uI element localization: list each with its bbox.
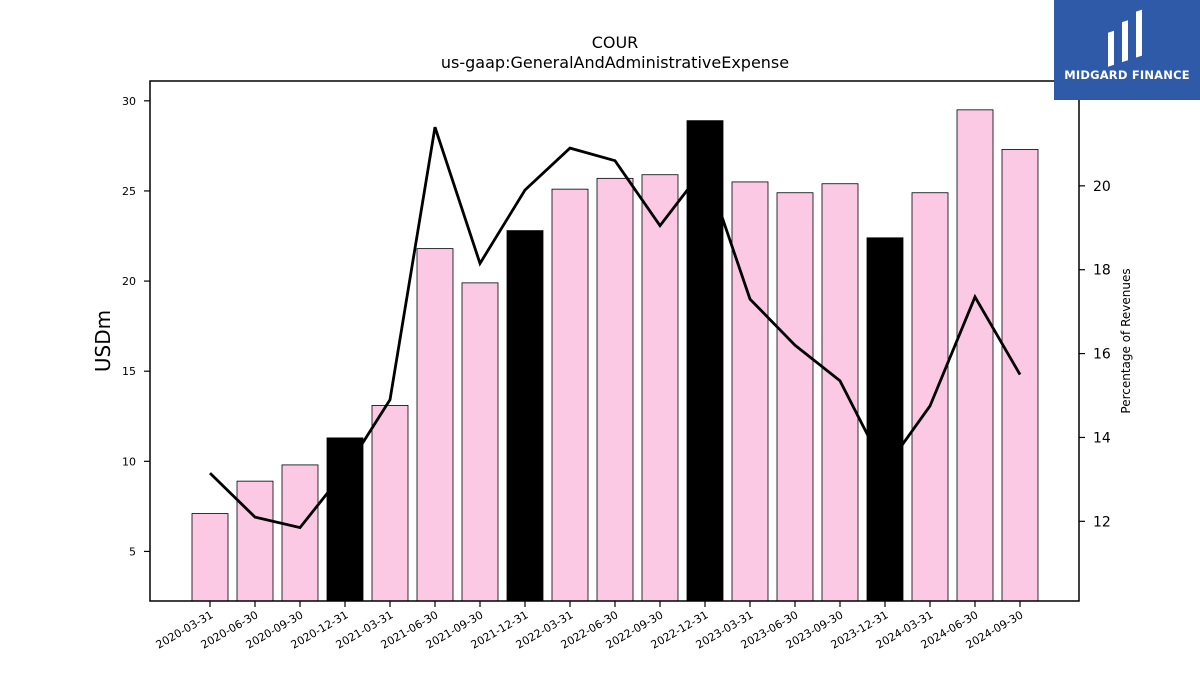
percentage-line [209, 126, 1022, 530]
bars-layer [191, 109, 1039, 602]
bar-2021-09-30 [461, 282, 499, 602]
bar-2021-03-31 [371, 405, 409, 602]
x-axis: 2020-03-312020-06-302020-09-302020-12-31… [154, 601, 1026, 652]
bar-2020-03-31 [191, 513, 229, 602]
y-axis: 5 10 15 20 25 30 [122, 95, 150, 558]
bar-2021-06-30 [416, 248, 454, 602]
y2-tick-label: 18 [1093, 263, 1111, 279]
bar-2024-03-31 [911, 192, 949, 602]
y2-tick-label: 16 [1093, 347, 1111, 363]
bar-2024-06-30 [956, 109, 994, 602]
bar-2022-12-31 [686, 120, 724, 602]
chart-subtitle: us-gaap:GeneralAndAdministrativeExpense [441, 53, 789, 72]
line-layer [209, 126, 1022, 530]
bar-2022-09-30 [641, 174, 679, 602]
y2-tick-label: 12 [1093, 514, 1111, 530]
y-tick-label: 25 [122, 185, 136, 198]
chart-title: COUR [592, 33, 639, 52]
y2-tick-label: 14 [1093, 430, 1111, 446]
y2-axis-label: Percentage of Revenues [1119, 268, 1133, 413]
bar-2023-12-31 [866, 237, 904, 602]
brand-logo: MIDGARD FINANCE [1054, 0, 1200, 100]
midgard-logo-icon [1108, 9, 1142, 67]
brand-name: MIDGARD FINANCE [1064, 68, 1190, 82]
bar-2023-03-31 [731, 181, 769, 602]
bar-2020-09-30 [281, 464, 319, 602]
y-tick-label: 5 [129, 545, 136, 558]
y-tick-label: 10 [122, 455, 136, 468]
y2-axis: 12 14 16 18 20 [1079, 179, 1111, 530]
y-tick-label: 15 [122, 365, 136, 378]
bar-2021-12-31 [506, 230, 544, 602]
bar-2023-06-30 [776, 192, 814, 602]
y-axis-label: USDm [91, 310, 115, 372]
bar-2022-06-30 [596, 177, 634, 602]
bar-2022-03-31 [551, 188, 589, 602]
bar-2020-12-31 [326, 437, 364, 602]
bar-2020-06-30 [236, 480, 274, 602]
y2-tick-label: 20 [1093, 179, 1111, 195]
bar-2024-09-30 [1001, 149, 1039, 602]
bar-2023-09-30 [821, 183, 859, 602]
y-tick-label: 20 [122, 275, 136, 288]
y-tick-label: 30 [122, 95, 136, 108]
